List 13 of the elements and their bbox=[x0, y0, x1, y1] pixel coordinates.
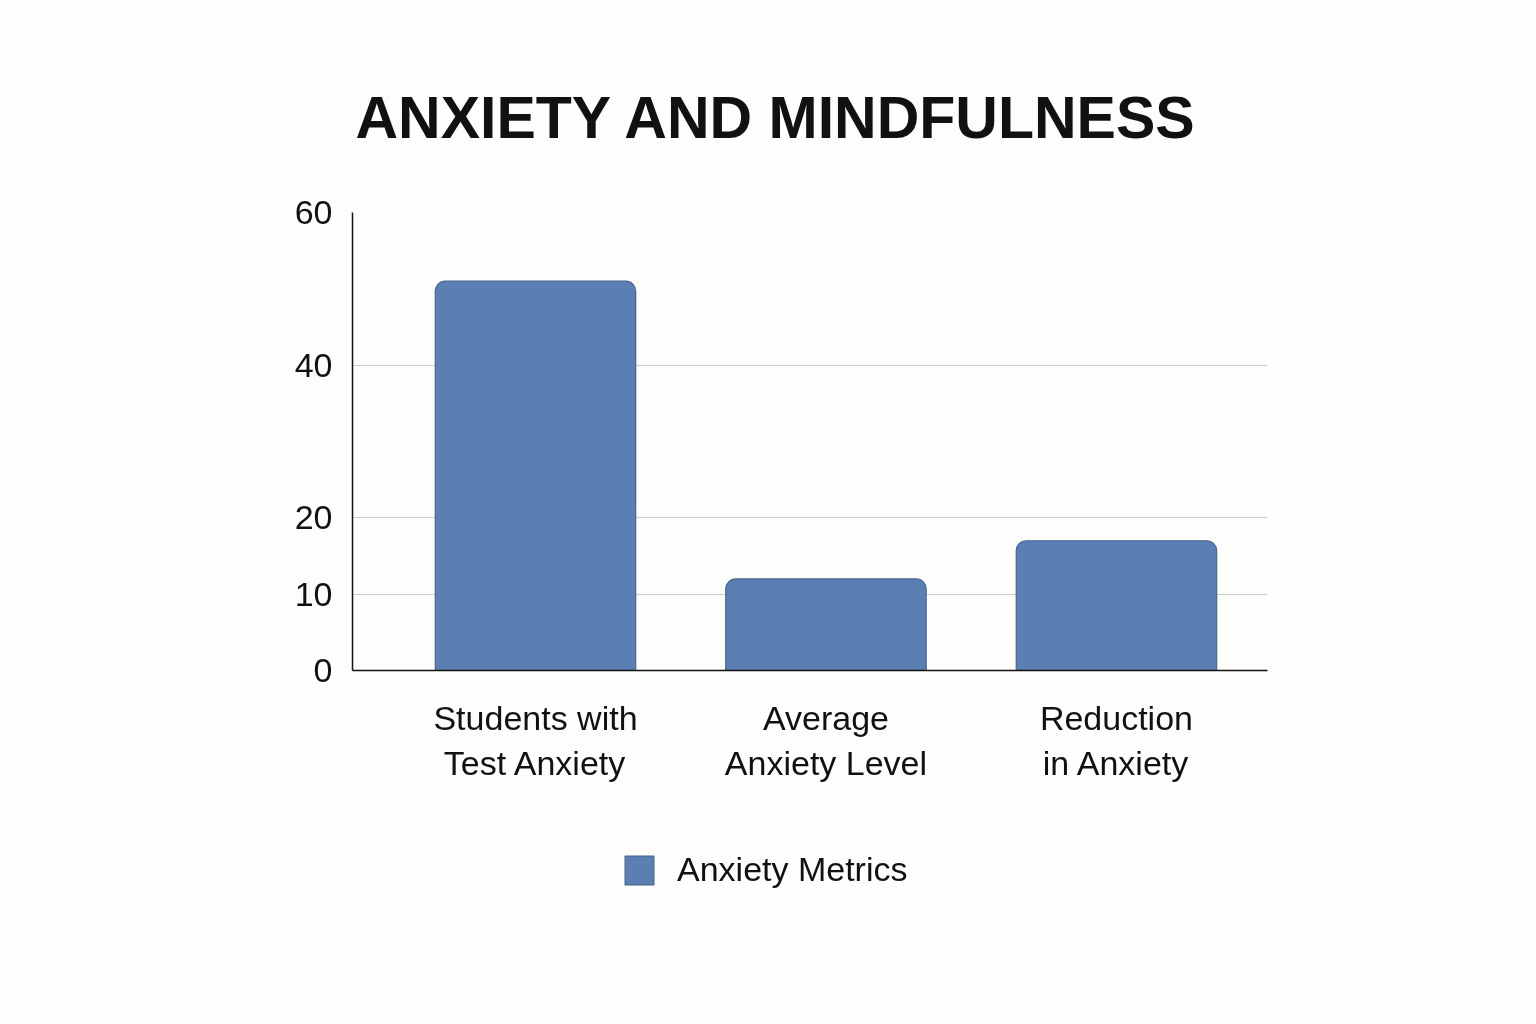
y-tick-label: 60 bbox=[294, 193, 333, 231]
x-tick-label: Students with Test Anxiety bbox=[433, 698, 638, 783]
x-tick-label: Average Anxiety Level bbox=[724, 698, 928, 783]
chart-title: ANXIETY AND MINDFULNESS bbox=[355, 84, 1195, 151]
bar bbox=[725, 578, 927, 671]
bar bbox=[434, 280, 637, 671]
y-tick-label: 40 bbox=[294, 345, 333, 384]
y-tick-label: 10 bbox=[294, 574, 333, 613]
y-tick-label: 20 bbox=[294, 498, 333, 537]
bar bbox=[1015, 540, 1218, 671]
y-tick-label: 0 bbox=[313, 651, 333, 689]
legend-label: Anxiety Metrics bbox=[677, 850, 908, 889]
x-tick-label: Reduction in Anxiety bbox=[1039, 698, 1194, 783]
